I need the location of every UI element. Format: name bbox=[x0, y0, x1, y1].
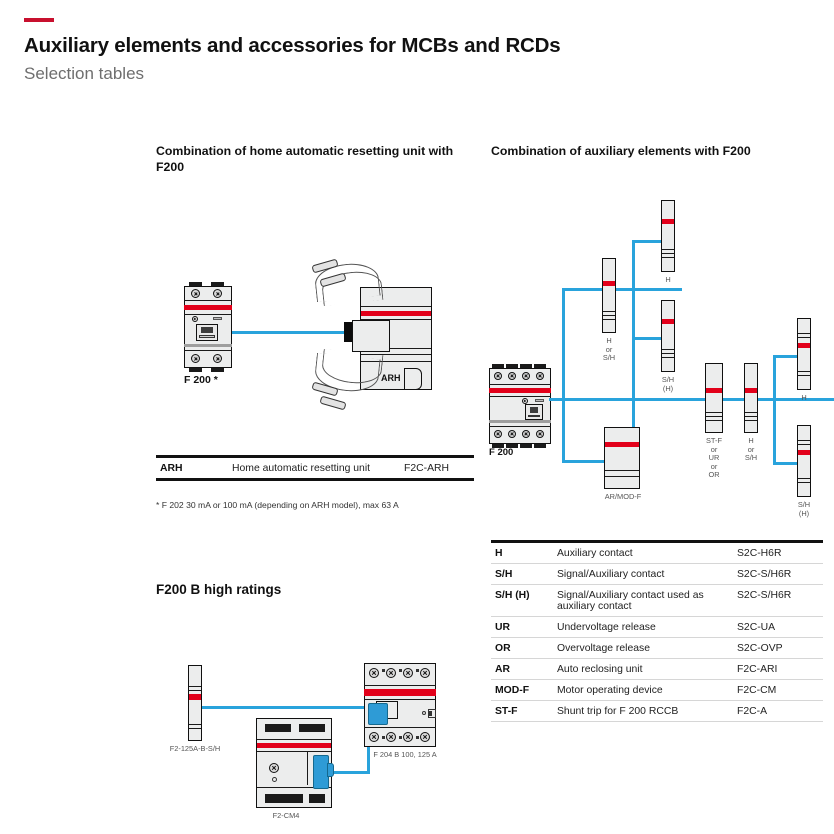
aux-wire-right-fork-vertical bbox=[773, 355, 776, 465]
section-heading-arh: Combination of home automatic resetting … bbox=[156, 144, 454, 174]
module-h-or-sh-2 bbox=[744, 363, 758, 433]
legend-description: Auxiliary contact bbox=[557, 541, 737, 564]
f204b-breaker-graphic bbox=[364, 663, 436, 747]
legend-code: S/H (H) bbox=[491, 584, 557, 617]
page-title: Auxiliary elements and accessories for M… bbox=[24, 34, 561, 57]
legend-code: H bbox=[491, 541, 557, 564]
legend-description: Signal/Auxiliary contact used as auxilia… bbox=[557, 584, 737, 617]
section-heading-aux: Combination of auxiliary elements with F… bbox=[491, 144, 751, 158]
aux-wire-fork-to-h bbox=[632, 240, 666, 243]
arh-table: ARH Home automatic resetting unit F2C-AR… bbox=[156, 455, 474, 481]
module-sh-h-right bbox=[797, 425, 811, 497]
table-row: AR Auto reclosing unit F2C-ARI bbox=[491, 658, 823, 680]
f204b-breaker-label: F 204 B 100, 125 A bbox=[373, 750, 437, 759]
legend-code: MOD-F bbox=[491, 679, 557, 701]
module-h-right bbox=[797, 318, 811, 390]
table-row: UR Undervoltage release S2C-UA bbox=[491, 616, 823, 638]
table-row: H Auxiliary contact S2C-H6R bbox=[491, 541, 823, 564]
table-row: S/H (H) Signal/Auxiliary contact used as… bbox=[491, 584, 823, 617]
module-st-f-label: ST-F or UR or OR bbox=[705, 436, 722, 480]
module-ar-mod-f bbox=[604, 427, 640, 489]
high-ratings-wire-top bbox=[202, 706, 370, 709]
legend-order-code: S2C-S/H6R bbox=[737, 563, 823, 585]
legend-code: OR bbox=[491, 637, 557, 659]
arh-tip-lower-2 bbox=[319, 395, 347, 411]
f2-cm4-label: F2-CM4 bbox=[272, 811, 300, 820]
aux-wire-branch-lower bbox=[562, 460, 612, 463]
aux-wire-left-riser bbox=[562, 288, 565, 401]
f200-4p-breaker-graphic bbox=[489, 364, 551, 448]
module-h-or-sh bbox=[602, 258, 616, 333]
legend-description: Undervoltage release bbox=[557, 616, 737, 638]
module-h-right-label: H bbox=[801, 393, 807, 402]
aux-wire-main-bus bbox=[549, 398, 834, 401]
module-sh-h-mid bbox=[661, 300, 675, 372]
arh-unit-label: ARH bbox=[381, 373, 401, 383]
aux-wire-left-dropper bbox=[562, 398, 565, 463]
arh-connection-wire bbox=[232, 331, 354, 334]
module-ar-mod-f-label: AR/MOD-F bbox=[604, 492, 642, 501]
title-accent-bar bbox=[24, 18, 54, 22]
f200-breaker-label: F 200 * bbox=[184, 374, 218, 386]
arh-row-order-code: F2C-ARH bbox=[404, 456, 474, 481]
legend-description: Auto reclosing unit bbox=[557, 658, 737, 680]
aux-wire-fork-vertical bbox=[632, 240, 635, 440]
table-row: ST-F Shunt trip for F 200 RCCB F2C-A bbox=[491, 700, 823, 722]
module-sh-h-right-label: S/H (H) bbox=[797, 500, 811, 518]
module-f2-125a bbox=[188, 665, 202, 741]
module-h-or-sh-label: H or S/H bbox=[602, 336, 616, 363]
module-f2-125a-label: F2-125A-B-S/H bbox=[169, 744, 221, 753]
f200-breaker-graphic bbox=[184, 282, 232, 372]
f200-4p-breaker-label: F 200 bbox=[489, 447, 514, 458]
legend-code: AR bbox=[491, 658, 557, 680]
legend-order-code: F2C-A bbox=[737, 700, 823, 722]
table-row: OR Overvoltage release S2C-OVP bbox=[491, 637, 823, 659]
page-subtitle: Selection tables bbox=[24, 64, 145, 83]
section-heading-high-ratings: F200 B high ratings bbox=[156, 582, 282, 597]
legend-code: ST-F bbox=[491, 700, 557, 722]
legend-description: Shunt trip for F 200 RCCB bbox=[557, 700, 737, 722]
legend-order-code: S2C-OVP bbox=[737, 637, 823, 659]
module-h-top-label: H bbox=[665, 275, 671, 284]
arh-side-tab bbox=[404, 368, 422, 390]
high-ratings-wire-bottom bbox=[322, 771, 370, 774]
arh-row-code: ARH bbox=[156, 456, 232, 481]
module-h-top bbox=[661, 200, 675, 272]
arh-footnote: * F 202 30 mA or 100 mA (depending on AR… bbox=[156, 500, 399, 510]
legend-order-code: F2C-CM bbox=[737, 679, 823, 701]
legend-table-body: H Auxiliary contact S2C-H6R S/H Signal/A… bbox=[491, 541, 823, 722]
table-row: S/H Signal/Auxiliary contact S2C-S/H6R bbox=[491, 563, 823, 585]
table-row: MOD-F Motor operating device F2C-CM bbox=[491, 679, 823, 701]
module-sh-h-mid-label: S/H (H) bbox=[661, 375, 675, 393]
arh-row-description: Home automatic resetting unit bbox=[232, 456, 404, 481]
legend-order-code: S2C-H6R bbox=[737, 541, 823, 564]
aux-wire-right-fork-to-h bbox=[773, 355, 803, 358]
module-st-f bbox=[705, 363, 723, 433]
arh-front-block bbox=[352, 320, 390, 352]
legend-order-code: S2C-S/H6R bbox=[737, 584, 823, 617]
legend-order-code: F2C-ARI bbox=[737, 658, 823, 680]
legend-table: H Auxiliary contact S2C-H6R S/H Signal/A… bbox=[491, 540, 823, 722]
arh-table-row: ARH Home automatic resetting unit F2C-AR… bbox=[156, 456, 474, 481]
f2-cm4-graphic bbox=[256, 718, 334, 808]
legend-code: UR bbox=[491, 616, 557, 638]
aux-wire-branch-upper bbox=[562, 288, 682, 291]
aux-wire-fork-to-sh bbox=[632, 337, 666, 340]
legend-order-code: S2C-UA bbox=[737, 616, 823, 638]
legend-code: S/H bbox=[491, 563, 557, 585]
legend-description: Overvoltage release bbox=[557, 637, 737, 659]
module-h-or-sh-2-label: H or S/H bbox=[744, 436, 758, 463]
aux-wire-right-fork-to-sh bbox=[773, 462, 803, 465]
legend-description: Motor operating device bbox=[557, 679, 737, 701]
legend-description: Signal/Auxiliary contact bbox=[557, 563, 737, 585]
